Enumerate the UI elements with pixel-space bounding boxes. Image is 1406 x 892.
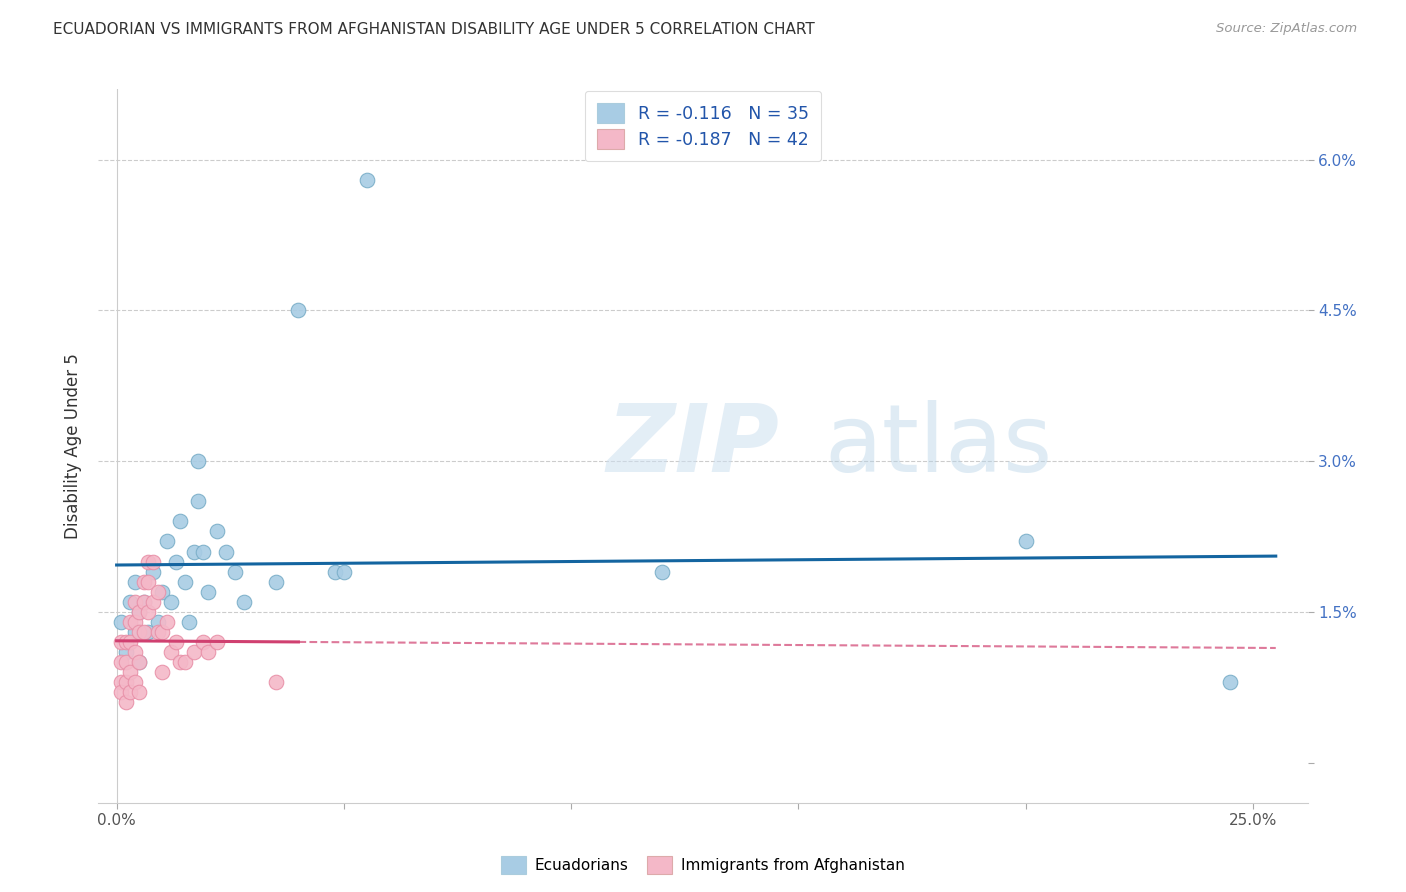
Point	[187, 454, 209, 468]
Point	[165, 555, 187, 569]
Point	[124, 624, 146, 639]
Point	[114, 645, 136, 659]
Point	[173, 574, 195, 589]
Point	[114, 635, 136, 649]
Point	[138, 605, 160, 619]
Point	[173, 655, 195, 669]
Point	[183, 544, 205, 558]
Point	[169, 515, 191, 529]
Point	[150, 665, 173, 680]
Point	[187, 494, 209, 508]
Legend: Ecuadorians, Immigrants from Afghanistan: Ecuadorians, Immigrants from Afghanistan	[495, 850, 911, 880]
Point	[110, 685, 132, 699]
Point	[120, 665, 142, 680]
Point	[120, 615, 142, 629]
Point	[128, 655, 150, 669]
Y-axis label: Disability Age Under 5: Disability Age Under 5	[65, 353, 83, 539]
Point	[142, 595, 165, 609]
Point	[138, 574, 160, 589]
Point	[132, 624, 155, 639]
Point	[287, 303, 309, 318]
Text: ZIP: ZIP	[606, 400, 779, 492]
Point	[114, 695, 136, 709]
Point	[232, 595, 254, 609]
Point	[124, 615, 146, 629]
Point	[120, 685, 142, 699]
Point	[323, 565, 346, 579]
Point	[142, 565, 165, 579]
Point	[356, 172, 378, 186]
Point	[132, 574, 155, 589]
Point	[155, 615, 177, 629]
Point	[264, 675, 287, 690]
Point	[1219, 675, 1241, 690]
Point	[333, 565, 356, 579]
Point	[128, 605, 150, 619]
Point	[110, 675, 132, 690]
Text: Source: ZipAtlas.com: Source: ZipAtlas.com	[1216, 22, 1357, 36]
Point	[114, 675, 136, 690]
Point	[197, 645, 219, 659]
Point	[124, 675, 146, 690]
Point	[120, 635, 142, 649]
Point	[1015, 534, 1038, 549]
Point	[120, 595, 142, 609]
Point	[160, 595, 183, 609]
Point	[191, 635, 214, 649]
Point	[146, 615, 169, 629]
Text: ECUADORIAN VS IMMIGRANTS FROM AFGHANISTAN DISABILITY AGE UNDER 5 CORRELATION CHA: ECUADORIAN VS IMMIGRANTS FROM AFGHANISTA…	[53, 22, 815, 37]
Point	[179, 615, 201, 629]
Point	[165, 635, 187, 649]
Point	[124, 595, 146, 609]
Point	[128, 655, 150, 669]
Point	[169, 655, 191, 669]
Point	[651, 565, 673, 579]
Point	[224, 565, 246, 579]
Legend: R = -0.116   N = 35, R = -0.187   N = 42: R = -0.116 N = 35, R = -0.187 N = 42	[585, 91, 821, 161]
Point	[142, 555, 165, 569]
Point	[128, 685, 150, 699]
Point	[128, 624, 150, 639]
Point	[114, 655, 136, 669]
Point	[138, 624, 160, 639]
Point	[150, 584, 173, 599]
Point	[191, 544, 214, 558]
Point	[205, 635, 228, 649]
Text: atlas: atlas	[824, 400, 1052, 492]
Point	[215, 544, 238, 558]
Point	[110, 615, 132, 629]
Point	[138, 555, 160, 569]
Point	[128, 605, 150, 619]
Point	[110, 635, 132, 649]
Point	[183, 645, 205, 659]
Point	[132, 595, 155, 609]
Point	[132, 595, 155, 609]
Point	[155, 534, 177, 549]
Point	[150, 624, 173, 639]
Point	[146, 584, 169, 599]
Point	[146, 624, 169, 639]
Point	[160, 645, 183, 659]
Point	[264, 574, 287, 589]
Point	[197, 584, 219, 599]
Point	[110, 655, 132, 669]
Point	[124, 574, 146, 589]
Point	[205, 524, 228, 539]
Point	[124, 645, 146, 659]
